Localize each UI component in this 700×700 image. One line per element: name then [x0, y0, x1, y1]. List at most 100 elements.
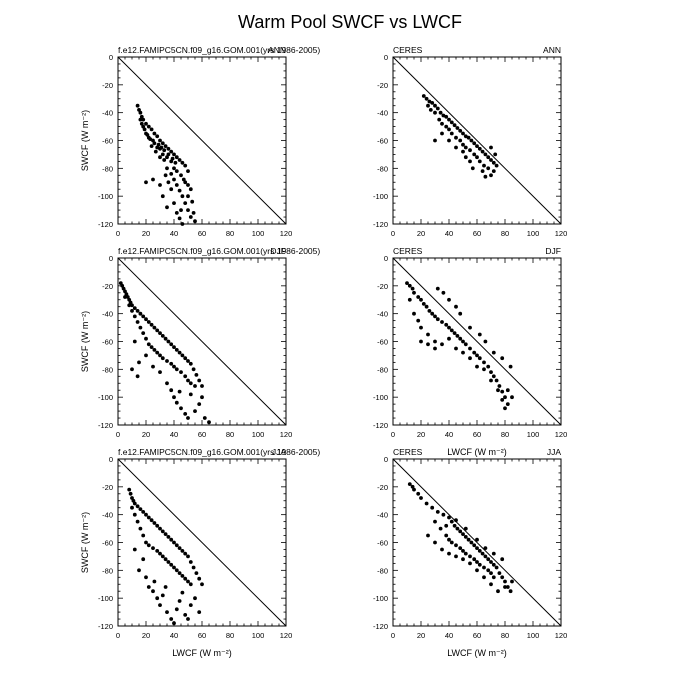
scatter-point	[130, 303, 134, 308]
scatter-point	[149, 322, 154, 327]
scatter-point	[142, 127, 147, 132]
panel-right-label: DJF	[270, 246, 286, 256]
scatter-point	[438, 110, 443, 115]
scatter-point	[483, 546, 488, 550]
scatter-point	[165, 155, 169, 160]
scatter-point	[428, 108, 433, 112]
scatter-point	[482, 163, 486, 168]
scatter-point	[148, 137, 153, 142]
scatter-point	[186, 416, 190, 420]
scatter-point	[179, 208, 183, 213]
scatter-point	[132, 314, 137, 319]
scatter-point	[496, 589, 500, 594]
scatter-point	[407, 297, 412, 302]
scatter-point	[433, 339, 437, 344]
scatter-point	[191, 565, 196, 570]
scatter-point	[491, 169, 496, 174]
scatter-point	[174, 367, 179, 372]
scatter-point	[454, 554, 458, 559]
scatter-point	[177, 546, 182, 550]
scatter-point	[193, 384, 197, 388]
scatter-point	[169, 159, 174, 164]
y-tick-label: -120	[98, 622, 113, 631]
scatter-point	[180, 160, 185, 165]
scatter-point	[493, 152, 498, 157]
scatter-point	[430, 311, 435, 316]
x-tick-label: 60	[473, 631, 481, 640]
scatter-point	[475, 546, 479, 550]
scatter-point	[158, 138, 162, 143]
scatter-point	[440, 131, 444, 136]
scatter-point	[468, 148, 472, 153]
scatter-point	[163, 173, 168, 178]
scatter-point	[454, 543, 458, 548]
scatter-point	[430, 101, 435, 105]
y-tick-label: -20	[377, 483, 388, 492]
scatter-point	[410, 484, 415, 489]
scatter-point	[483, 152, 488, 157]
scatter-point	[177, 599, 182, 603]
scatter-point	[141, 533, 146, 538]
scatter-point	[435, 317, 440, 322]
scatter-point	[188, 215, 193, 219]
scatter-point	[139, 121, 144, 126]
x-tick-label: 40	[170, 229, 178, 238]
x-tick-label: 40	[445, 631, 453, 640]
x-tick-label: 0	[391, 229, 395, 238]
scatter-point	[144, 575, 148, 580]
x-tick-label: 0	[116, 631, 120, 640]
scatter-point	[180, 222, 185, 226]
scatter-point	[173, 160, 178, 165]
scatter-point	[144, 336, 148, 341]
scatter-point	[158, 526, 162, 531]
scatter-point	[454, 304, 458, 309]
scatter-point	[440, 320, 444, 324]
scatter-point	[124, 292, 129, 297]
scatter-point	[179, 406, 183, 411]
scatter-point	[135, 320, 140, 324]
y-tick-label: -80	[102, 365, 113, 374]
scatter-point	[158, 551, 162, 556]
x-tick-label: 80	[501, 229, 509, 238]
scatter-point	[447, 127, 451, 132]
scatter-point	[162, 158, 167, 162]
scatter-point	[508, 589, 513, 594]
scatter-point	[180, 574, 185, 578]
scatter-point	[491, 374, 496, 379]
scatter-point	[180, 353, 185, 358]
scatter-point	[510, 395, 514, 400]
scatter-point	[183, 412, 188, 416]
y-tick-label: -100	[98, 393, 113, 402]
scatter-point	[163, 144, 168, 149]
x-tick-label: 60	[473, 430, 481, 439]
x-tick-label: 100	[252, 229, 265, 238]
scatter-point	[149, 127, 154, 132]
scatter-point	[130, 505, 134, 510]
scatter-point	[486, 155, 491, 160]
scatter-point	[437, 117, 442, 122]
scatter-point	[463, 145, 468, 150]
scatter-point	[172, 152, 176, 157]
scatter-point	[483, 339, 488, 344]
scatter-point	[152, 521, 157, 525]
scatter-point	[421, 302, 426, 306]
scatter-point	[482, 565, 486, 570]
scatter-point	[172, 621, 176, 626]
scatter-point	[174, 183, 179, 187]
scatter-point	[444, 322, 449, 327]
scatter-point	[165, 359, 169, 363]
scatter-point	[138, 325, 143, 330]
scatter-point	[186, 183, 190, 187]
scatter-point	[463, 134, 468, 139]
scatter-point	[186, 378, 190, 383]
scatter-point	[183, 201, 188, 206]
scatter-point	[489, 173, 493, 178]
scatter-point	[444, 114, 449, 119]
scatter-point	[181, 177, 186, 182]
scatter-point	[177, 389, 182, 394]
scatter-point	[489, 378, 493, 383]
scatter-point	[500, 356, 505, 361]
scatter-point	[472, 543, 477, 548]
scatter-point	[454, 145, 458, 150]
scatter-point	[174, 211, 179, 215]
